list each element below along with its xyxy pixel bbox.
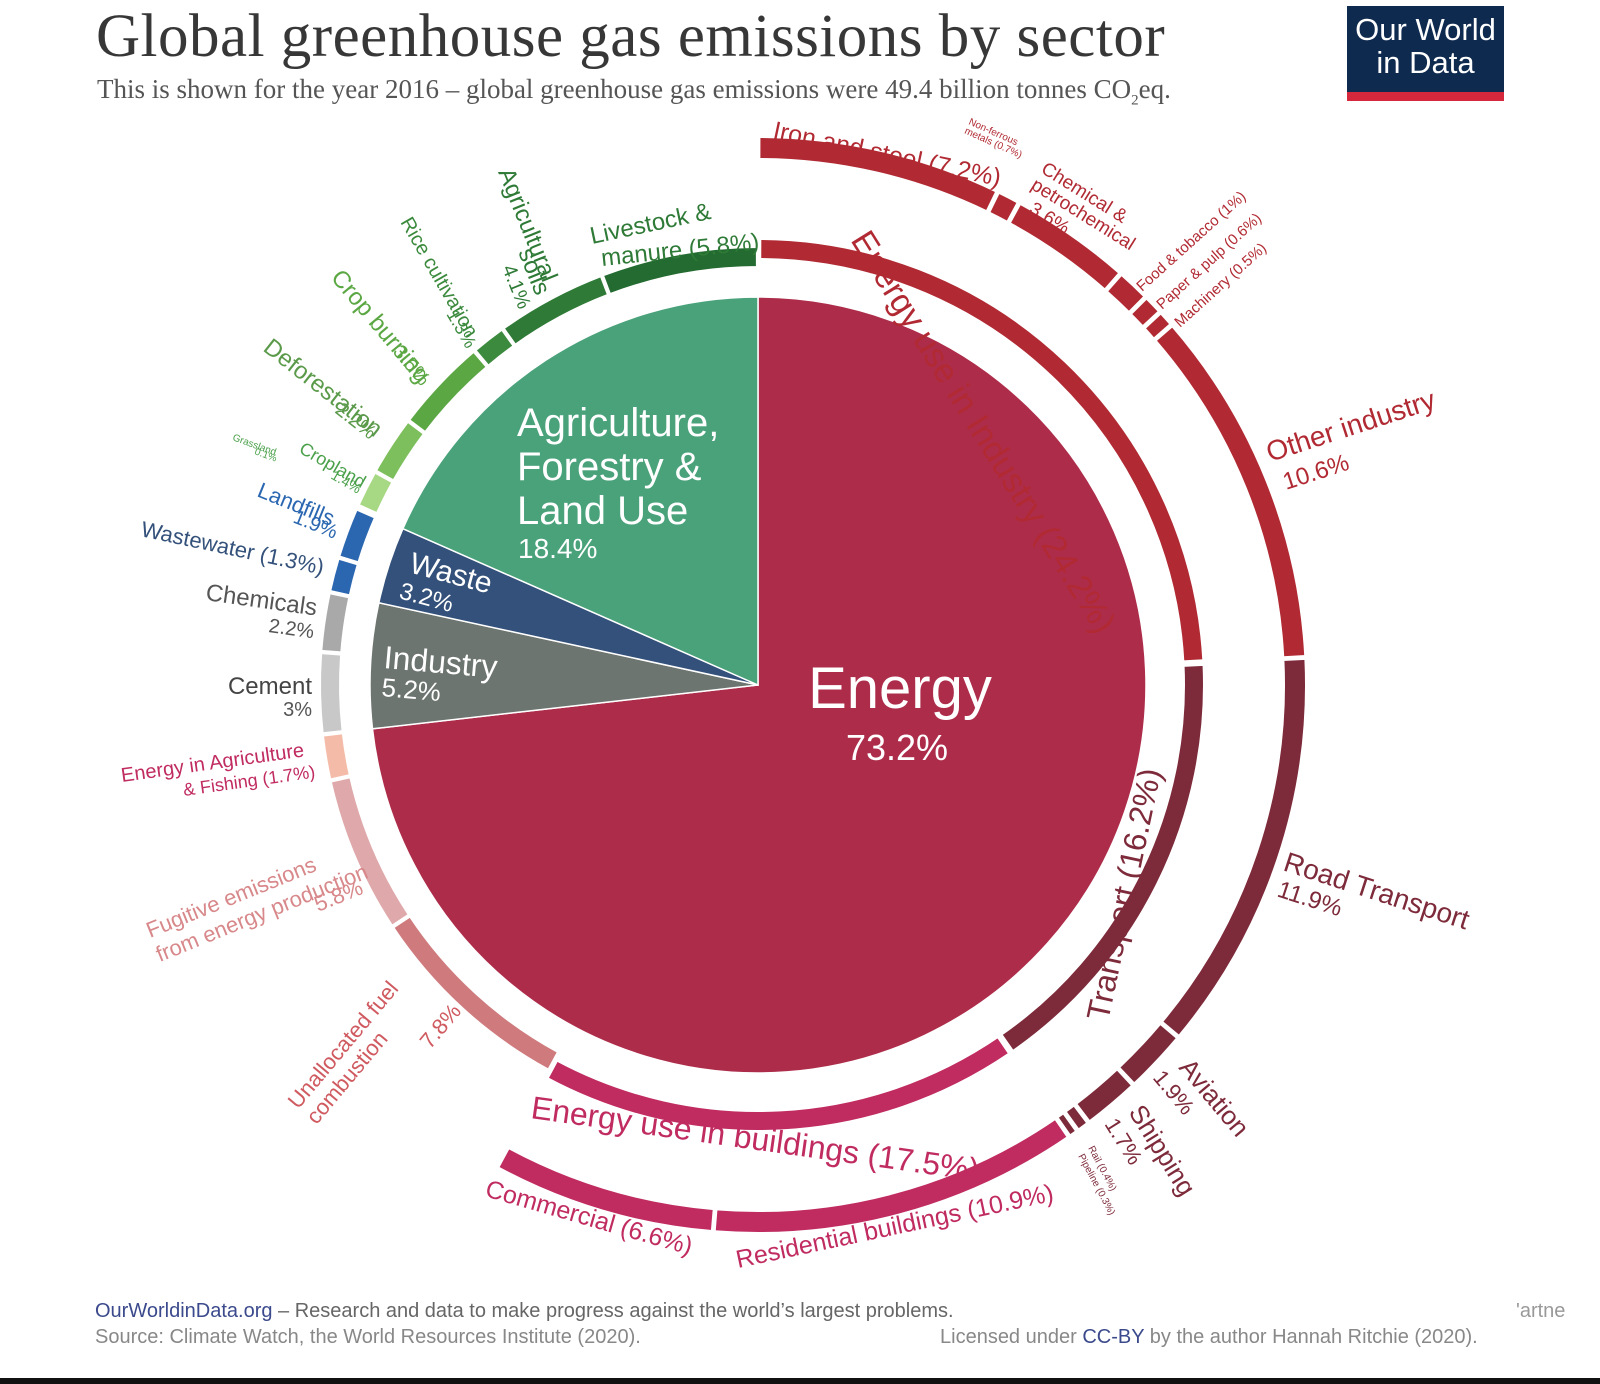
pie-slice-energy[interactable] [371,296,1147,1074]
footer-source: Source: Climate Watch, the World Resourc… [95,1326,641,1348]
chart-subtitle: This is shown for the year 2016 – global… [97,74,1171,109]
label-afolu: Agriculture, Forestry & Land Use [517,401,719,533]
arc-deforestation[interactable] [374,420,426,482]
label-energy-line: Energy [808,656,992,721]
value-afolu-line: 18.4% [518,533,597,564]
label-afolu-line: Agriculture, [517,401,719,445]
arc-grassland[interactable] [356,505,378,517]
tagline-text: – Research and data to make progress aga… [272,1300,954,1322]
arc-agricultural-soils[interactable] [502,274,610,347]
arc-paper-and-pulp[interactable] [1129,297,1161,328]
arc-aviation[interactable] [1117,1022,1179,1085]
chart-title: Global greenhouse gas emissions by secto… [96,3,1166,70]
arc-machinery[interactable] [1143,312,1172,341]
arc-pipeline[interactable] [1056,1111,1078,1137]
arc-wastewater[interactable] [329,557,360,597]
label-chemicals-line: Chemicals [204,579,319,621]
arc-crop-burning[interactable] [407,350,489,434]
arc-commercial[interactable] [496,1146,715,1233]
footer-license: Licensed under CC-BY by the author Hanna… [940,1326,1478,1349]
bottom-border [0,1378,1600,1384]
value-cement: 3% [283,699,312,721]
arc-energy-in-agriculture-and-fishing[interactable] [321,732,352,781]
value-industry: 5.2% [380,672,442,707]
ring-transport[interactable] [1000,663,1205,1053]
label-cement-line: Cement [228,673,312,700]
arc-fugitive-emissions-from-energy-production[interactable] [329,776,411,928]
arc-iron-and-steel[interactable] [758,135,998,213]
arc-cement[interactable] [319,652,344,735]
ring-energy-use-in-buildings[interactable] [546,1035,1011,1132]
arc-food-and-tobacco[interactable] [1105,273,1146,314]
subtitle-sub: 2 [1131,92,1139,109]
arc-landfills[interactable] [338,508,377,564]
license-link[interactable]: CC-BY [1082,1326,1145,1348]
label-energy: Energy [808,656,992,721]
label-other-industry-line: Other industry [1262,384,1439,468]
label-buildings-line: Energy use in buildings (17.5%) [529,1089,981,1188]
value-industry-line: 5.2% [380,672,442,707]
license-post: by the author Hannah Ritchie (2020). [1144,1326,1478,1348]
arc-chemical-and-petrochemical[interactable] [1008,202,1121,291]
label-buildings: Energy use in buildings (17.5%) [529,1089,981,1188]
label-unallocated: Unallocated fuelcombustion [283,976,422,1128]
edge-text: 'artne [1516,1300,1566,1322]
arc-road-transport[interactable] [1160,657,1307,1038]
arc-rice-cultivation[interactable] [474,328,515,368]
pie-slice-agriculture-forestry-and-land-use[interactable] [401,296,759,687]
value-energy: 73.2% [846,727,948,768]
label-afolu-line: Forestry & [517,445,702,489]
label-cement: Cement [228,673,312,700]
label-chemicals: Chemicals [204,579,319,621]
ring-energy-use-in-industry[interactable] [759,238,1205,663]
arc-livestock-and-manure[interactable] [601,245,758,296]
owid-logo[interactable]: Our World in Data [1347,6,1504,101]
footer-tagline: OurWorldinData.org – Research and data t… [95,1300,954,1323]
arc-non-ferrous-metals[interactable] [987,191,1020,224]
value-afolu: 18.4% [518,533,597,564]
arc-residential-buildings[interactable] [713,1117,1070,1234]
emissions-sunburst-chart: Energy73.2%Industry5.2%Waste3.2%Agricult… [120,116,1474,1273]
arc-rail[interactable] [1064,1104,1089,1131]
arc-other-industry[interactable] [1154,324,1307,659]
label-other-industry: Other industry [1262,384,1439,468]
value-unallocated: 7.8% [415,999,466,1053]
label-afolu-line: Land Use [517,489,688,533]
arc-cropland[interactable] [357,471,394,515]
label-non-ferrous: Non-ferrousmetals (0.7%) [963,117,1028,161]
arc-shipping[interactable] [1074,1067,1134,1123]
subtitle-end: eq. [1138,74,1171,104]
logo-line-2: in Data [1376,45,1475,80]
arc-chemicals[interactable] [320,592,351,654]
logo-line-1: Our World [1355,12,1496,47]
logo-accent-bar [1347,92,1504,101]
arc-unallocated-fuel-combustion[interactable] [391,915,560,1071]
subtitle-main: This is shown for the year 2016 – global… [97,74,1132,104]
license-pre: Licensed under [940,1326,1083,1348]
value-energy-line: 73.2% [846,727,948,768]
site-link[interactable]: OurWorldinData.org [95,1300,273,1322]
value-cement-line: 3% [283,699,312,721]
value-unallocated-line: 7.8% [415,999,466,1053]
